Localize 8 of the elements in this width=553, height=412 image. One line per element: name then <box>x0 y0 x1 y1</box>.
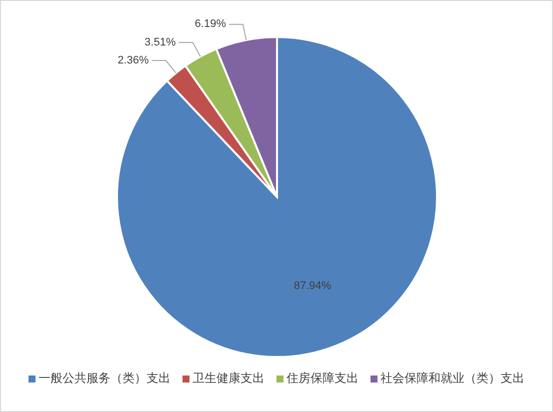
legend-label: 卫生健康支出 <box>192 371 264 386</box>
data-label: 6.19% <box>194 18 226 30</box>
data-label: 87.94% <box>294 280 332 292</box>
data-label: 2.36% <box>118 54 150 66</box>
legend-label: 一般公共服务（类）支出 <box>38 371 170 386</box>
data-label: 3.51% <box>144 36 176 48</box>
legend-label: 住房保障支出 <box>286 371 358 386</box>
legend-label: 社会保障和就业（类）支出 <box>380 371 524 386</box>
